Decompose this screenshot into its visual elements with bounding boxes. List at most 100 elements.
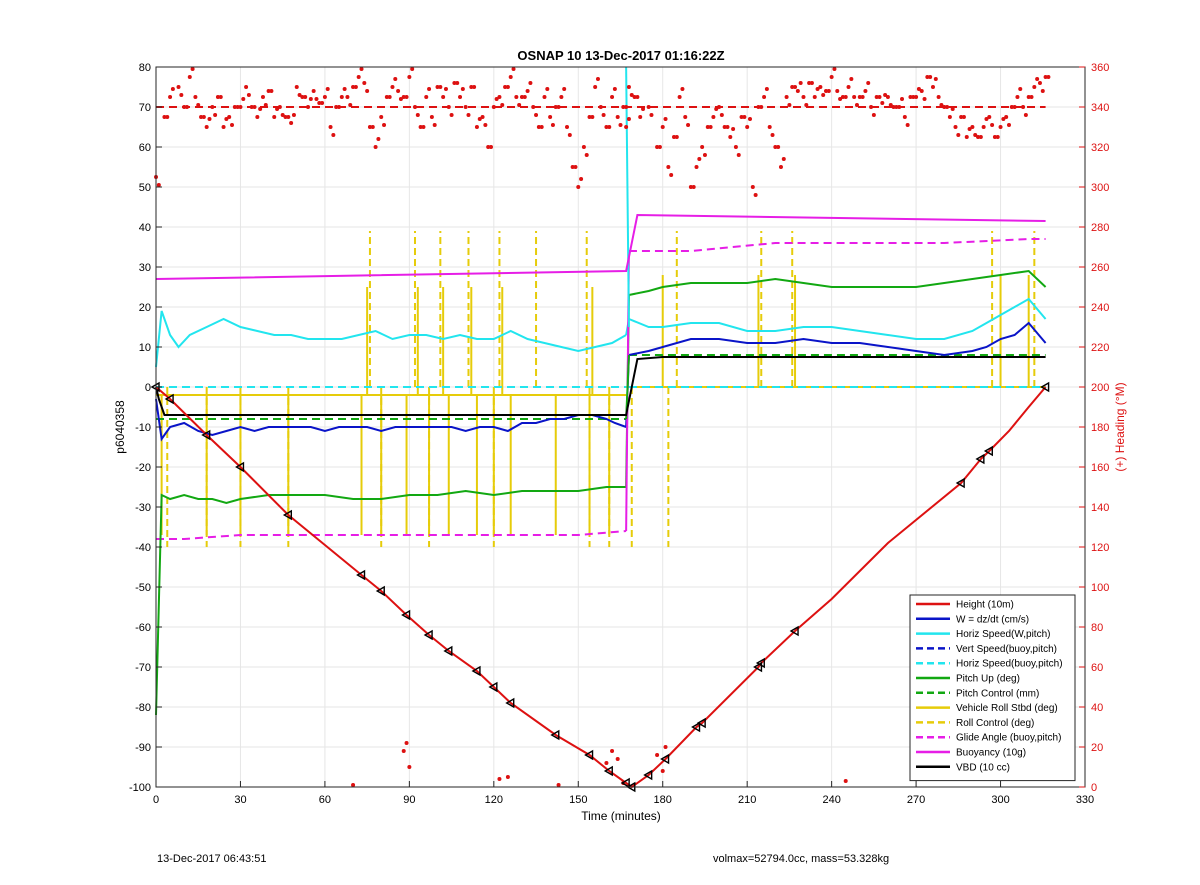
legend-label-vert: Vert Speed(buoy,pitch) <box>956 644 1057 655</box>
legend-label-rollc: Roll Control (deg) <box>956 718 1034 729</box>
heading-dot <box>1035 77 1040 81</box>
heading-dot <box>655 145 660 149</box>
x-tick-label: 30 <box>234 794 246 806</box>
heading-dot <box>807 81 812 85</box>
heading-dot <box>787 103 792 107</box>
heading-dot <box>508 75 513 79</box>
heading-dot <box>232 105 237 109</box>
heading-dot <box>1004 115 1009 119</box>
y2-tick-label: 360 <box>1091 62 1109 74</box>
heading-dot <box>700 145 705 149</box>
heading-dot <box>860 95 865 99</box>
y2-tick-label: 100 <box>1091 582 1109 594</box>
heading-dot <box>213 113 218 117</box>
x-axis-label: Time (minutes) <box>581 809 661 823</box>
heading-dot <box>165 115 170 119</box>
height-marker <box>356 569 366 581</box>
heading-dot <box>624 105 629 109</box>
heading-dot <box>311 89 316 93</box>
heading-dot <box>753 193 758 197</box>
heading-dot <box>959 115 964 119</box>
heading-dot <box>207 117 212 121</box>
heading-dot <box>244 85 249 89</box>
heading-dot <box>201 115 206 119</box>
legend-label-glide: Glide Angle (buoy,pitch) <box>956 733 1061 744</box>
y2-axis-label: (+) Heading (°M) <box>1113 382 1127 471</box>
heading-dot <box>199 115 204 119</box>
heading-dot <box>840 95 845 99</box>
heading-dot <box>579 177 584 181</box>
x-tick-label: 330 <box>1076 794 1094 806</box>
y-tick-label: -60 <box>135 622 151 634</box>
heading-dot <box>168 95 173 99</box>
heading-dot <box>824 89 829 93</box>
footer-timestamp: 13-Dec-2017 06:43:51 <box>157 853 267 865</box>
heading-dot <box>632 95 637 99</box>
heading-dot <box>382 123 387 127</box>
heading-dot <box>646 105 651 109</box>
heading-dot <box>950 107 955 111</box>
heading-dot <box>297 93 302 97</box>
y-tick-label: 30 <box>139 262 151 274</box>
heading-dot <box>1021 105 1026 109</box>
heading-dot <box>970 125 975 129</box>
heading-dot <box>902 115 907 119</box>
heading-dot <box>500 103 505 107</box>
height-marker <box>488 681 498 693</box>
heading-dot <box>607 125 612 129</box>
heading-dot <box>914 95 919 99</box>
heading-dot <box>196 103 201 107</box>
heading-dot <box>877 95 882 99</box>
y2-tick-label: 80 <box>1091 622 1103 634</box>
height-marker <box>1040 381 1050 393</box>
heading-dot <box>1015 95 1020 99</box>
heading-dot <box>458 95 463 99</box>
heading-dot <box>443 87 448 91</box>
series-vbd <box>155 356 1046 416</box>
heading-dot <box>801 95 806 99</box>
series-horiz <box>155 310 627 368</box>
height-marker <box>401 609 411 621</box>
heading-dot <box>635 95 640 99</box>
legend-label-pitch: Pitch Up (deg) <box>956 674 1020 685</box>
x-tick-label: 90 <box>403 794 415 806</box>
heading-dot <box>933 77 938 81</box>
height-marker <box>789 625 799 637</box>
heading-dot <box>565 125 570 129</box>
heading-dot <box>260 95 265 99</box>
heading-dot <box>784 95 789 99</box>
height-marker <box>505 697 515 709</box>
y-tick-label: -10 <box>135 422 151 434</box>
series-w-ascent <box>628 321 1047 357</box>
legend: Height (10m) W = dz/dt (cm/s) Horiz Speed(… <box>909 594 1076 782</box>
heading-dot <box>818 85 823 89</box>
heading-dot <box>767 125 772 129</box>
heading-dot <box>536 125 541 129</box>
heading-dot <box>826 89 831 93</box>
heading-dot <box>742 115 747 119</box>
height-marker <box>443 645 453 657</box>
heading-dot <box>973 133 978 137</box>
heading-dot <box>252 105 257 109</box>
heading-dot <box>747 117 752 121</box>
heading-dot <box>936 95 941 99</box>
series-pitch <box>155 486 627 716</box>
heading-dot <box>227 115 232 119</box>
height-marker <box>164 393 174 405</box>
height-marker <box>691 721 701 733</box>
heading-dot <box>263 103 268 107</box>
heading-dot <box>745 125 750 129</box>
heading-dot <box>798 81 803 85</box>
heading-dot <box>401 749 406 753</box>
heading-dot <box>615 115 620 119</box>
heading-dot <box>961 115 966 119</box>
heading-dot <box>916 87 921 91</box>
heading-dot <box>908 95 913 99</box>
heading-dot <box>351 783 356 787</box>
legend-box <box>909 594 1076 782</box>
heading-dot <box>584 153 589 157</box>
heading-dot <box>883 93 888 97</box>
height-marker <box>975 453 985 465</box>
y-tick-label: 0 <box>145 382 151 394</box>
heading-dot <box>235 105 240 109</box>
